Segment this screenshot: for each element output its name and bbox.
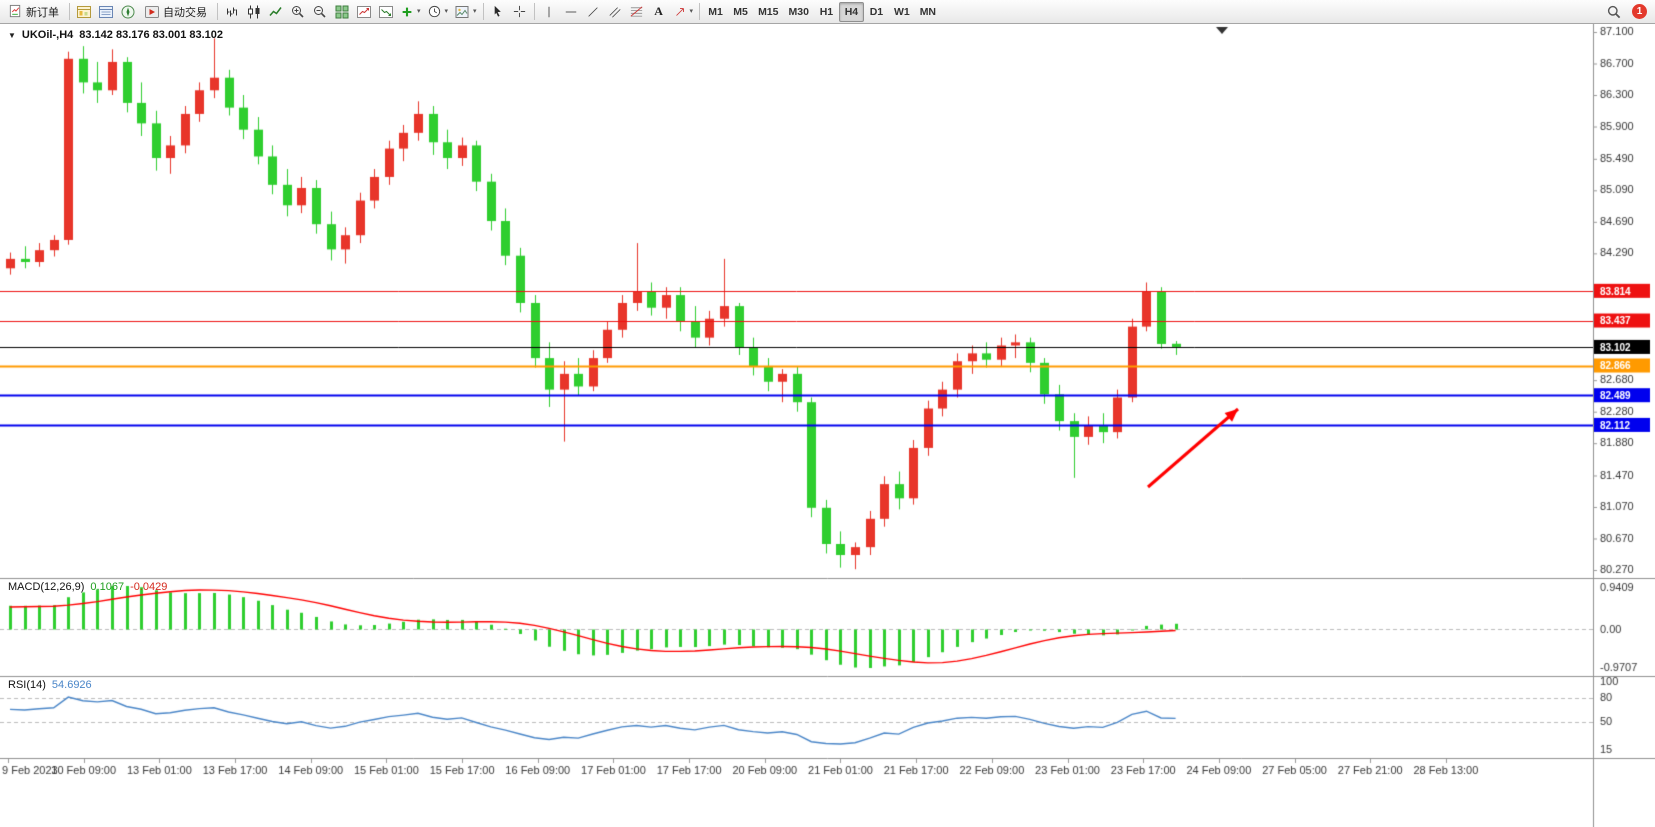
cursor-button[interactable] [487, 2, 509, 22]
auto-trading-icon [144, 4, 160, 20]
zoom-out-button[interactable] [309, 2, 331, 22]
timeframe-button-m30[interactable]: M30 [784, 2, 814, 22]
chevron-down-icon: ▾ [444, 8, 449, 15]
chevron-down-icon: ▾ [417, 8, 421, 15]
new-order-button[interactable]: 新订单 [3, 2, 66, 22]
navigator-icon [120, 4, 136, 20]
clock-icon [427, 4, 442, 19]
trendline-button[interactable] [582, 2, 604, 22]
line-chart-button[interactable] [265, 2, 287, 22]
toolbar-separator [482, 3, 484, 20]
tile-windows-icon [334, 4, 350, 20]
chart-area[interactable]: ▼ UKOil-,H4 83.142 83.176 83.001 83.102 … [0, 24, 1655, 827]
timeframe-button-m15[interactable]: M15 [753, 2, 783, 22]
chevron-down-icon: ▾ [473, 8, 477, 15]
one-click-trading-toggle[interactable]: ▼ [8, 30, 16, 40]
indicators-window-icon [356, 4, 372, 20]
candlestick-chart-canvas[interactable] [0, 24, 1655, 827]
template-image-icon [454, 4, 470, 20]
horizontal-line-icon [564, 5, 578, 19]
timeframe-button-m1[interactable]: M1 [703, 2, 728, 22]
zoom-in-button[interactable] [287, 2, 309, 22]
arrows-dropdown[interactable]: ▾ [670, 2, 697, 22]
add-indicator-icon [400, 5, 414, 19]
bar-chart-icon [224, 4, 240, 20]
fibonacci-button[interactable] [626, 2, 648, 22]
crosshair-icon [512, 4, 527, 19]
new-order-label: 新订单 [26, 6, 59, 19]
horizontal-line-button[interactable] [560, 2, 582, 22]
cursor-arrow-icon [490, 4, 505, 19]
macd-indicator-label: MACD(12,26,9) 0.1067 -0.0429 [8, 581, 167, 593]
crosshair-button[interactable] [509, 2, 531, 22]
text-button[interactable]: A [648, 2, 670, 22]
macd-signal-value: -0.0429 [130, 581, 168, 593]
channel-icon [608, 5, 622, 19]
macd-name: MACD(12,26,9) [8, 581, 85, 593]
notification-badge[interactable]: 1 [1632, 4, 1647, 19]
tile-windows-button[interactable] [331, 2, 353, 22]
rsi-indicator-label: RSI(14) 54.6926 [8, 679, 92, 691]
rsi-value: 54.6926 [51, 679, 92, 691]
navigator-button[interactable] [117, 2, 139, 22]
main-toolbar: 新订单 自动交易 [0, 0, 1655, 24]
ohlc-values-text: 83.142 83.176 83.001 83.102 [79, 29, 224, 41]
toolbar-separator [69, 3, 70, 20]
fibonacci-icon [629, 4, 644, 19]
macd-main-value: 0.1067 [90, 581, 125, 593]
data-window-button[interactable] [95, 2, 117, 22]
toolbar-right-group: 1 [1603, 2, 1652, 22]
chart-symbol-label: ▼ UKOil-,H4 83.142 83.176 83.001 83.102 [8, 29, 223, 41]
indicators-window-button[interactable] [353, 2, 375, 22]
timeframe-button-m5[interactable]: M5 [728, 2, 753, 22]
equidistant-channel-button[interactable] [604, 2, 626, 22]
new-order-icon [8, 4, 23, 19]
rsi-name: RSI(14) [8, 679, 46, 691]
add-indicator-dropdown[interactable]: ▾ [397, 2, 424, 22]
search-icon [1606, 4, 1622, 20]
timeframe-button-w1[interactable]: W1 [889, 2, 915, 22]
objects-window-button[interactable] [375, 2, 397, 22]
timeframe-button-h4[interactable]: H4 [838, 1, 864, 22]
periods-dropdown[interactable]: ▾ [424, 2, 452, 22]
auto-trading-button[interactable]: 自动交易 [139, 2, 214, 22]
data-window-icon [98, 4, 114, 20]
zoom-in-icon [290, 4, 306, 20]
zoom-out-icon [312, 4, 328, 20]
toolbar-separator [699, 3, 701, 20]
objects-window-icon [378, 4, 394, 20]
toolbar-separator [217, 3, 218, 20]
line-chart-icon [268, 4, 284, 20]
toolbar-separator [533, 3, 535, 20]
timeframe-button-mn[interactable]: MN [915, 2, 941, 22]
bar-chart-button[interactable] [221, 2, 243, 22]
market-watch-icon [76, 4, 92, 20]
market-watch-button[interactable] [73, 2, 95, 22]
search-button[interactable] [1603, 2, 1625, 22]
vertical-line-button[interactable] [538, 2, 560, 22]
timeframe-button-d1[interactable]: D1 [864, 2, 889, 22]
candlestick-chart-icon [246, 4, 262, 20]
trendline-icon [586, 5, 600, 19]
candlestick-chart-button[interactable] [243, 2, 265, 22]
arrow-shape-icon [673, 5, 687, 19]
auto-trading-label: 自动交易 [163, 6, 207, 19]
templates-dropdown[interactable]: ▾ [451, 2, 480, 22]
timeframe-button-h1[interactable]: H1 [814, 2, 839, 22]
symbol-period-text: UKOil-,H4 [21, 29, 74, 41]
timeframe-toolbar: M1 M5 M15 M30 H1 H4 D1 W1 MN [703, 1, 941, 22]
text-tool-icon: A [654, 4, 663, 18]
vertical-line-icon [542, 5, 556, 19]
chevron-down-icon: ▾ [689, 8, 694, 15]
